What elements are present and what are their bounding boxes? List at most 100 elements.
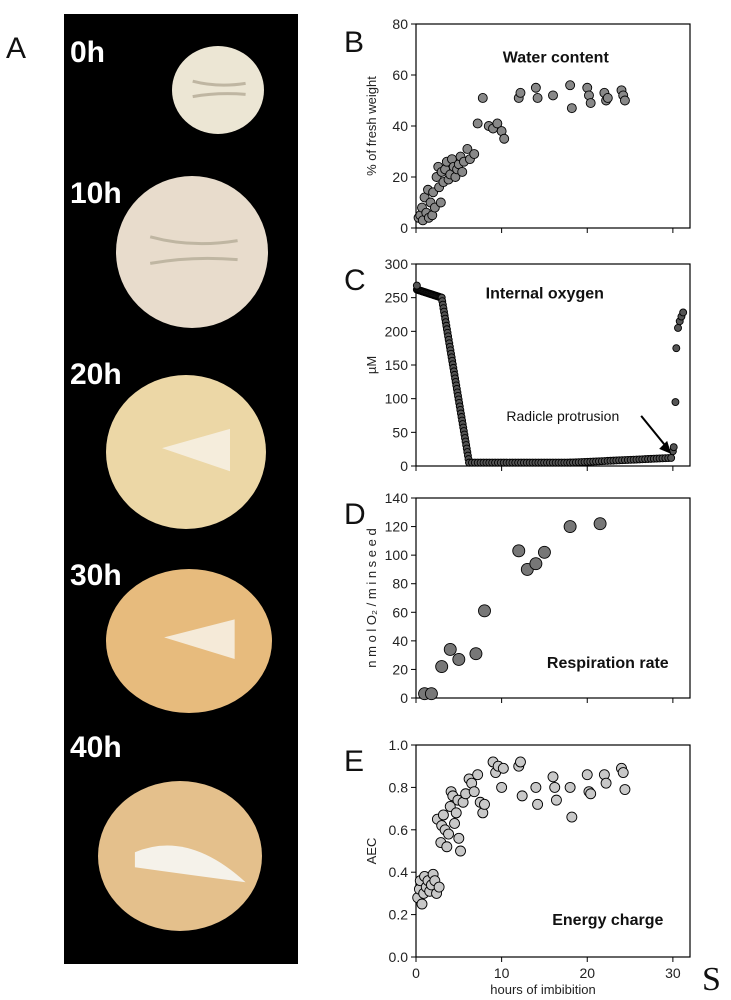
chart-title: Energy charge xyxy=(552,912,663,929)
chart-title: Respiration rate xyxy=(547,655,669,672)
data-point xyxy=(667,453,676,462)
data-point xyxy=(449,817,460,829)
data-point xyxy=(529,557,543,571)
data-point xyxy=(457,166,468,177)
data-point xyxy=(433,881,445,893)
plot-frame xyxy=(415,497,691,699)
data-point xyxy=(496,781,508,793)
data-point xyxy=(530,781,542,793)
y-tick-label: 120 xyxy=(385,519,409,535)
panel-a-letter: A xyxy=(6,32,26,65)
data-point xyxy=(515,87,526,98)
data-point xyxy=(532,92,543,103)
y-tick-label: 200 xyxy=(385,323,409,339)
data-point xyxy=(602,92,613,103)
y-tick-label: 20 xyxy=(392,169,408,185)
y-tick-label: 40 xyxy=(392,633,408,649)
data-point xyxy=(478,604,491,618)
seed-time-label: 0h xyxy=(70,36,105,69)
data-point xyxy=(593,517,607,531)
chart-panel-e: E 0.0 0.2 0.4 0.6 0.8 1.0 0 10 20 30 AEC hours of im… xyxy=(344,737,691,997)
y-tick-label: 0 xyxy=(400,690,408,706)
panel-letter: D xyxy=(344,498,366,531)
x-axis-label: hours of imbibition xyxy=(490,982,596,997)
data-point xyxy=(462,143,473,154)
y-tick-label: 60 xyxy=(392,67,408,83)
data-point xyxy=(435,197,446,208)
seed-40h xyxy=(98,781,262,931)
data-point xyxy=(468,786,480,798)
chart-panel-b: B 0 20 40 60 80 % of fresh weight Water content xyxy=(344,16,691,236)
seed-time-label: 40h xyxy=(70,731,122,764)
data-point xyxy=(443,828,454,840)
data-point xyxy=(479,798,490,810)
y-tick-label: 80 xyxy=(392,16,408,32)
seed-0h xyxy=(172,46,264,134)
y-tick-label: 250 xyxy=(385,290,409,306)
chart-title: Water content xyxy=(503,50,610,67)
data-point xyxy=(469,647,483,661)
data-point xyxy=(477,92,488,103)
y-tick-label: 0.8 xyxy=(389,779,409,795)
y-tick-label: 100 xyxy=(385,391,409,407)
data-point xyxy=(472,118,483,129)
data-point xyxy=(671,398,680,406)
data-point xyxy=(450,807,462,819)
seed-embryo xyxy=(162,428,230,472)
data-point xyxy=(566,811,578,823)
y-tick-label: 80 xyxy=(392,576,408,592)
data-point xyxy=(585,98,596,109)
data-point xyxy=(512,544,526,558)
data-point xyxy=(581,769,593,781)
data-point xyxy=(600,777,612,789)
data-point xyxy=(566,103,577,114)
y-axis-label: n m o l O₂ / m i n s e e d xyxy=(364,528,379,667)
data-point xyxy=(550,794,562,806)
y-tick-label: 300 xyxy=(385,256,409,272)
seed-20h xyxy=(106,375,266,529)
y-tick-label: 150 xyxy=(385,357,409,373)
data-point xyxy=(469,149,480,160)
y-tick-label: 40 xyxy=(392,118,408,134)
y-tick-label: 1.0 xyxy=(389,737,409,753)
y-axis-label: AEC xyxy=(364,838,379,865)
chart-panel-d: D 0 20 40 60 80 100 120 140 n m o l O₂ / m i n s … xyxy=(344,490,691,706)
data-point xyxy=(619,95,630,106)
y-tick-label: 0.6 xyxy=(389,822,409,838)
y-tick-label: 60 xyxy=(392,604,408,620)
seed-time-label: 30h xyxy=(70,559,122,592)
data-point xyxy=(424,687,438,701)
x-tick-label: 20 xyxy=(579,965,595,981)
chart-panel-c: C 0 50 100 150 200 250 300 µM Internal oxygen Radi… xyxy=(344,256,691,474)
x-tick-label: 30 xyxy=(665,965,681,981)
data-point xyxy=(617,767,629,779)
y-tick-label: 0.4 xyxy=(389,864,409,880)
data-point xyxy=(530,82,541,93)
data-point xyxy=(435,660,449,674)
data-point xyxy=(416,898,428,910)
y-tick-label: 0 xyxy=(400,458,408,474)
data-point xyxy=(455,845,466,857)
seed-body xyxy=(172,46,264,134)
annotation-arrow-line xyxy=(640,415,668,449)
data-point xyxy=(679,308,688,317)
data-point xyxy=(492,118,503,129)
seed-30h xyxy=(106,569,272,713)
panel-letter: E xyxy=(344,745,364,778)
data-point xyxy=(547,771,559,783)
chart-stack: B 0 20 40 60 80 % of fresh weight Water content… xyxy=(344,16,691,997)
y-tick-label: 50 xyxy=(392,424,408,440)
seed-crease xyxy=(149,235,238,265)
data-point xyxy=(443,642,457,656)
y-tick-label: 20 xyxy=(392,661,408,677)
data-point xyxy=(549,781,561,793)
seed-photo-group: 0h 10h 20h 30h 40h xyxy=(70,36,272,931)
data-point xyxy=(437,809,449,821)
data-point xyxy=(672,344,681,353)
data-point xyxy=(515,756,526,768)
x-tick-label: 0 xyxy=(412,965,420,981)
data-point xyxy=(532,798,544,810)
annotation-arrow-head xyxy=(659,440,672,454)
seed-crease xyxy=(192,79,246,99)
